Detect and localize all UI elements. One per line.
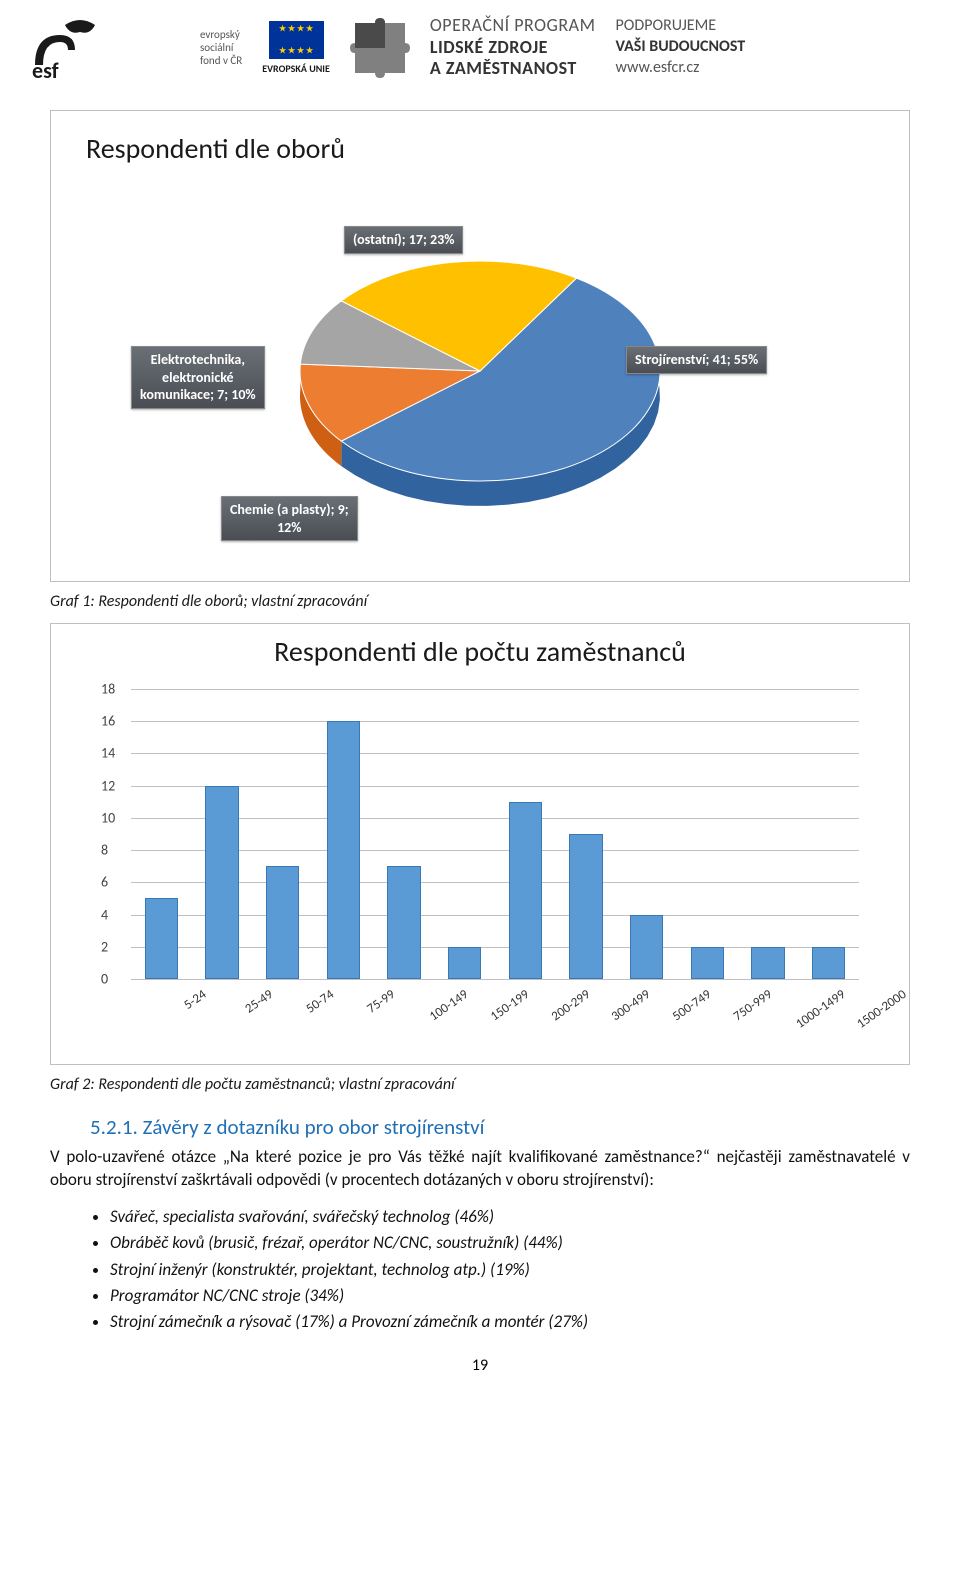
program-text: OPERAČNÍ PROGRAM LIDSKÉ ZDROJE A ZAMĚSTN… [430, 15, 596, 80]
bar [387, 866, 420, 979]
esf-line: sociální [200, 41, 242, 54]
y-axis-label: 2 [101, 938, 108, 955]
x-axis-label: 25-49 [243, 987, 276, 1017]
puzzle-icon [350, 18, 410, 78]
x-axis-label: 300-499 [609, 987, 653, 1024]
svg-text:esf: esf [32, 57, 59, 84]
bar [145, 898, 178, 979]
list-item: Obráběč kovů (brusič, frézař, operátor N… [110, 1230, 910, 1256]
y-axis-label: 0 [101, 971, 108, 988]
bar [691, 947, 724, 979]
x-axis-label: 750-999 [730, 987, 774, 1024]
list-item: Strojní inženýr (konstruktér, projektant… [110, 1257, 910, 1283]
y-axis-label: 18 [101, 681, 115, 698]
bar-chart-box: Respondenti dle počtu zaměstnanců 0 2 4 6 8 1… [50, 623, 910, 1065]
support-line1: PODPORUJEME [616, 16, 746, 37]
bullet-list: Svářeč, specialista svařování, svářečský… [110, 1204, 910, 1336]
y-axis-label: 12 [101, 777, 115, 794]
pie-slice-label: Elektrotechnika,elektronickékomunikace; … [131, 346, 265, 409]
paragraph: V polo-uzavřené otázce „Na které pozice … [50, 1146, 910, 1192]
bar [448, 947, 481, 979]
x-axis-label: 50-74 [303, 987, 336, 1017]
pie-chart-area: Strojírenství; 41; 55% Chemie (a plasty);… [71, 181, 889, 561]
caption-2: Graf 2: Respondenti dle počtu zaměstnanc… [50, 1075, 910, 1094]
x-axis-label: 150-199 [488, 987, 532, 1024]
pie-svg [270, 221, 690, 541]
support-url: www.esfcr.cz [616, 58, 746, 79]
x-axis-label: 500-749 [670, 987, 714, 1024]
bar [266, 866, 299, 979]
list-item: Programátor NC/CNC stroje (34%) [110, 1283, 910, 1309]
eu-logo: EVROPSKÁ UNIE [262, 21, 330, 75]
esf-line: evropský [200, 28, 242, 41]
x-axis-label: 75-99 [364, 987, 397, 1017]
bar [812, 947, 845, 979]
caption-1: Graf 1: Respondenti dle oborů; vlastní z… [50, 592, 910, 611]
esf-text: evropský sociální fond v ČR [200, 28, 242, 68]
eu-label: EVROPSKÁ UNIE [262, 62, 330, 75]
y-axis-label: 16 [101, 713, 115, 730]
page-number: 19 [0, 1356, 960, 1375]
x-axis-label: 5-24 [181, 987, 209, 1013]
x-axis-label: 200-299 [548, 987, 592, 1024]
pie-chart-title: Respondenti dle oborů [86, 131, 889, 166]
pie-slice-label: Chemie (a plasty); 9;12% [221, 496, 358, 541]
pie-chart-box: Respondenti dle oborů Strojírenství; 41;… [50, 110, 910, 582]
esf-logo: esf [30, 10, 180, 85]
list-item: Strojní zámečník a rýsovač (17%) a Provo… [110, 1309, 910, 1335]
y-axis-label: 8 [101, 842, 108, 859]
bar-plot [131, 689, 859, 979]
list-item: Svářeč, specialista svařování, svářečský… [110, 1204, 910, 1230]
y-axis-label: 10 [101, 809, 115, 826]
bar-chart-area: Respondenti dle počtu zaměstnanců 0 2 4 6 8 1… [71, 634, 889, 1044]
support-text: PODPORUJEME VAŠI BUDOUCNOST www.esfcr.cz [616, 16, 746, 78]
section-heading: 5.2.1. Závěry z dotazníku pro obor stroj… [90, 1114, 910, 1140]
bar [630, 915, 663, 979]
program-line2: LIDSKÉ ZDROJE [430, 37, 596, 59]
page-header: esf evropský sociální fond v ČR EVROPSKÁ… [0, 0, 960, 100]
y-axis-label: 4 [101, 906, 108, 923]
bar [327, 721, 360, 979]
program-line3: A ZAMĚSTNANOST [430, 58, 596, 80]
pie-slice-label: Strojírenství; 41; 55% [626, 346, 767, 374]
pie-slice-label: (ostatní); 17; 23% [344, 226, 463, 254]
x-axis-label: 1000-1499 [793, 987, 848, 1032]
bar [205, 786, 238, 979]
y-axis-label: 14 [101, 745, 115, 762]
x-axis-label: 100-149 [427, 987, 471, 1024]
x-axis-label: 1500-2000 [854, 987, 909, 1032]
bar-chart-title: Respondenti dle počtu zaměstnanců [71, 634, 889, 669]
y-axis-label: 6 [101, 874, 108, 891]
program-line1: OPERAČNÍ PROGRAM [430, 15, 596, 37]
support-line2: VAŠI BUDOUCNOST [616, 37, 746, 58]
esf-line: fond v ČR [200, 54, 242, 67]
bar [569, 834, 602, 979]
bar [751, 947, 784, 979]
bar [509, 802, 542, 979]
eu-flag-icon [269, 21, 324, 59]
